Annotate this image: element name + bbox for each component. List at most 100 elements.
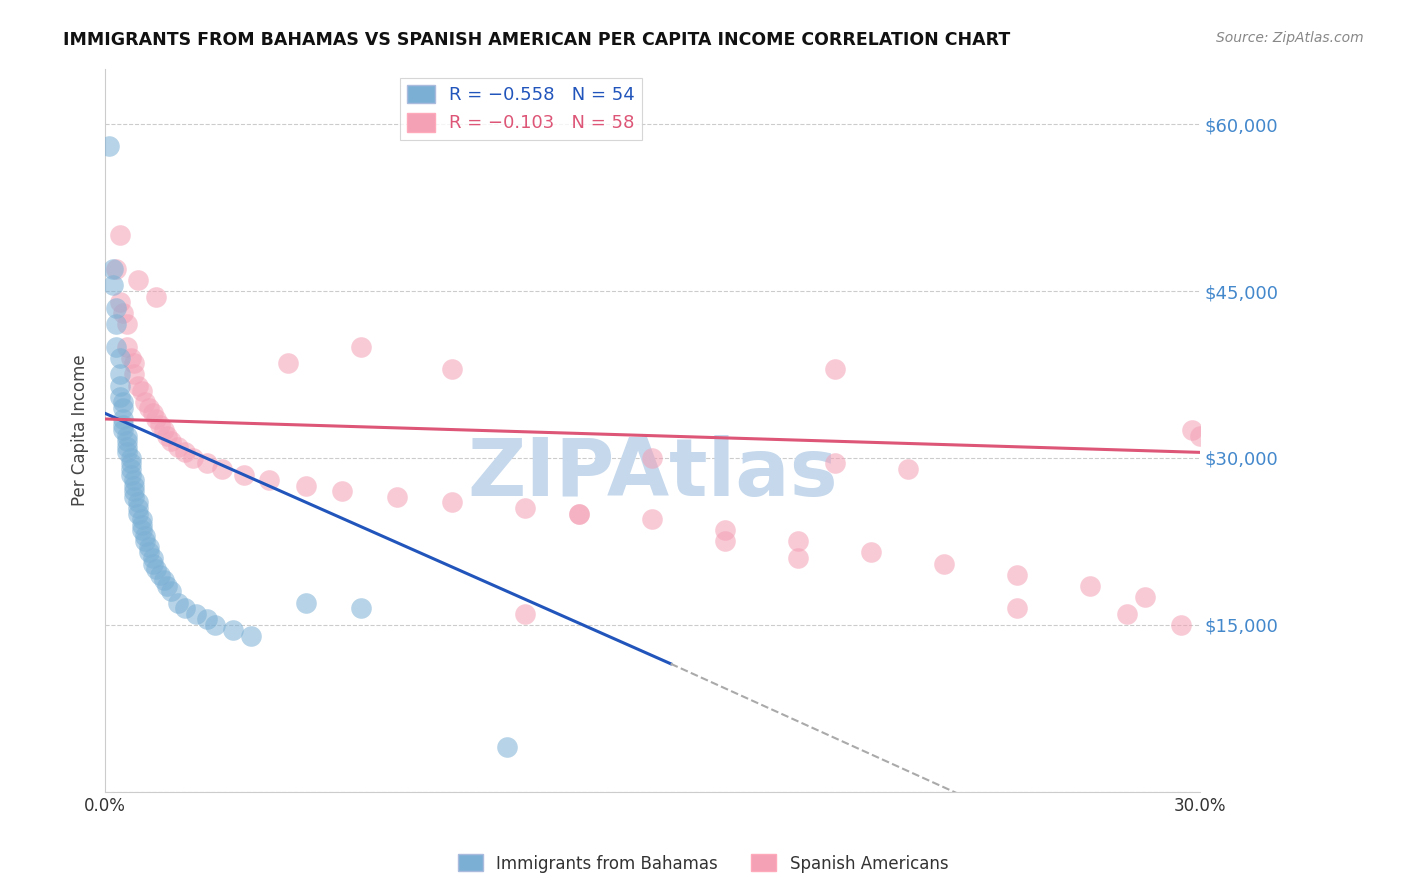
- Point: [195, 457, 218, 471]
- Point: [860, 545, 883, 559]
- Point: [156, 428, 179, 442]
- Point: [295, 479, 318, 493]
- Point: [105, 340, 128, 354]
- Legend: R = −0.558   N = 54, R = −0.103   N = 58: R = −0.558 N = 54, R = −0.103 N = 58: [401, 78, 643, 140]
- Point: [349, 601, 371, 615]
- Point: [131, 523, 153, 537]
- Point: [160, 584, 183, 599]
- Point: [120, 467, 142, 482]
- Point: [120, 351, 142, 365]
- Point: [120, 450, 142, 465]
- Point: [127, 507, 149, 521]
- Point: [149, 417, 172, 432]
- Legend: Immigrants from Bahamas, Spanish Americans: Immigrants from Bahamas, Spanish America…: [451, 847, 955, 880]
- Point: [295, 596, 318, 610]
- Point: [112, 306, 135, 320]
- Point: [1133, 590, 1156, 604]
- Point: [232, 467, 254, 482]
- Point: [1007, 601, 1029, 615]
- Point: [714, 534, 737, 549]
- Point: [156, 579, 179, 593]
- Point: [152, 574, 174, 588]
- Point: [211, 462, 233, 476]
- Point: [1170, 617, 1192, 632]
- Point: [134, 534, 156, 549]
- Point: [167, 596, 190, 610]
- Point: [124, 490, 146, 504]
- Point: [349, 340, 371, 354]
- Point: [142, 557, 165, 571]
- Point: [142, 406, 165, 420]
- Point: [440, 362, 463, 376]
- Point: [131, 512, 153, 526]
- Point: [124, 368, 146, 382]
- Point: [824, 362, 846, 376]
- Point: [112, 423, 135, 437]
- Point: [108, 378, 131, 392]
- Point: [259, 473, 281, 487]
- Point: [127, 273, 149, 287]
- Point: [787, 534, 810, 549]
- Point: [97, 139, 120, 153]
- Point: [641, 450, 664, 465]
- Point: [174, 445, 197, 459]
- Point: [152, 423, 174, 437]
- Point: [145, 290, 167, 304]
- Point: [330, 484, 353, 499]
- Point: [897, 462, 920, 476]
- Point: [174, 601, 197, 615]
- Point: [115, 340, 138, 354]
- Point: [131, 384, 153, 399]
- Point: [105, 318, 128, 332]
- Point: [568, 507, 591, 521]
- Point: [108, 228, 131, 243]
- Point: [112, 417, 135, 432]
- Point: [385, 490, 408, 504]
- Point: [108, 368, 131, 382]
- Point: [186, 607, 208, 621]
- Text: Source: ZipAtlas.com: Source: ZipAtlas.com: [1216, 31, 1364, 45]
- Point: [131, 517, 153, 532]
- Point: [222, 624, 245, 638]
- Point: [240, 629, 263, 643]
- Point: [513, 607, 536, 621]
- Point: [115, 445, 138, 459]
- Point: [124, 473, 146, 487]
- Point: [112, 395, 135, 409]
- Point: [787, 551, 810, 566]
- Point: [101, 278, 124, 293]
- Point: [167, 440, 190, 454]
- Point: [115, 440, 138, 454]
- Point: [112, 401, 135, 415]
- Text: ZIPAtlas: ZIPAtlas: [467, 434, 838, 513]
- Point: [568, 507, 591, 521]
- Point: [124, 479, 146, 493]
- Point: [149, 567, 172, 582]
- Point: [824, 457, 846, 471]
- Point: [181, 450, 204, 465]
- Point: [115, 428, 138, 442]
- Point: [108, 351, 131, 365]
- Point: [513, 500, 536, 515]
- Point: [495, 740, 517, 755]
- Point: [138, 401, 160, 415]
- Point: [195, 612, 218, 626]
- Point: [934, 557, 956, 571]
- Point: [105, 301, 128, 315]
- Point: [115, 434, 138, 449]
- Point: [145, 562, 167, 576]
- Point: [115, 318, 138, 332]
- Point: [277, 356, 299, 370]
- Point: [1188, 428, 1211, 442]
- Point: [101, 261, 124, 276]
- Y-axis label: Per Capita Income: Per Capita Income: [72, 354, 89, 506]
- Point: [124, 356, 146, 370]
- Point: [127, 378, 149, 392]
- Point: [127, 495, 149, 509]
- Point: [138, 540, 160, 554]
- Point: [120, 462, 142, 476]
- Point: [124, 484, 146, 499]
- Point: [127, 500, 149, 515]
- Point: [1007, 567, 1029, 582]
- Point: [134, 395, 156, 409]
